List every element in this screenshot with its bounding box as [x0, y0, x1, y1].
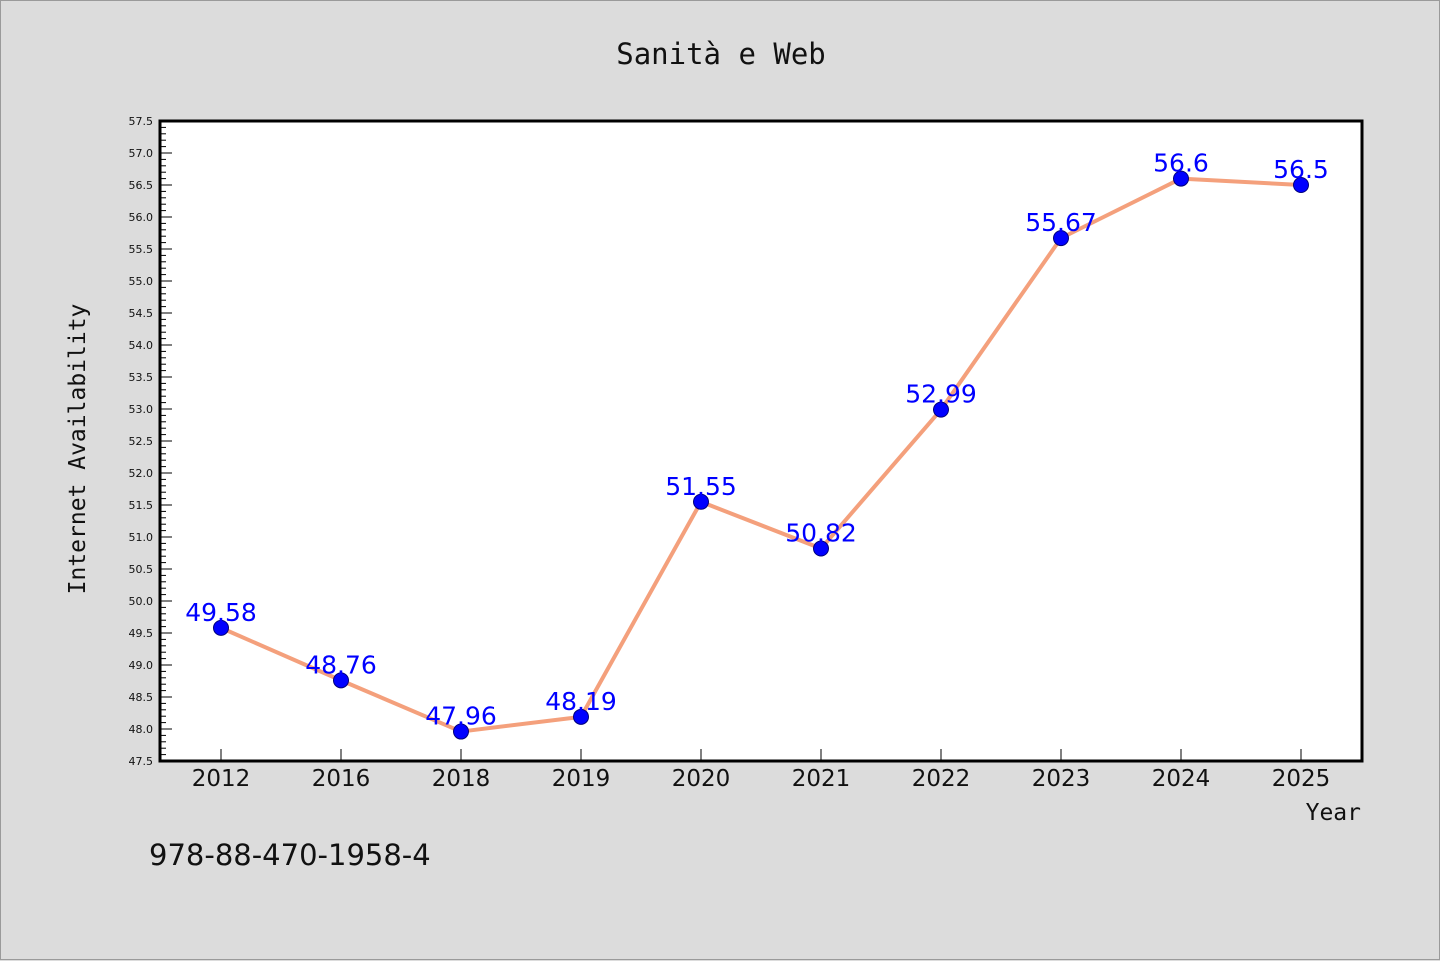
y-tick-label: 48.5 [129, 691, 154, 704]
y-tick-label: 56.5 [129, 179, 154, 192]
data-label: 55.67 [1025, 208, 1097, 237]
y-tick-label: 50.5 [129, 563, 154, 576]
data-label: 48.76 [305, 650, 377, 679]
y-tick-label: 55.0 [129, 275, 154, 288]
data-point [1053, 230, 1069, 247]
x-tick-label: 2020 [672, 766, 731, 792]
x-axis: 2012 2016 2018 2019 2020 2021 2022 2023 2024 2025 [192, 749, 1331, 792]
y-tick-label: 49.5 [129, 627, 154, 640]
y-tick-label: 54.0 [129, 339, 154, 352]
y-tick-label: 51.5 [129, 499, 154, 512]
data-label: 56.6 [1153, 149, 1209, 178]
chart-title: Sanità e Web [616, 37, 826, 71]
data-label: 52.99 [905, 380, 977, 409]
data-point [693, 493, 709, 510]
y-tick-label: 47.5 [129, 755, 154, 768]
data-label: 47.96 [425, 702, 497, 731]
x-tick-label: 2016 [312, 766, 371, 792]
x-axis-label: Year [1306, 800, 1361, 826]
y-tick-label: 57.0 [129, 147, 154, 160]
plot-area [158, 119, 1364, 763]
x-tick-label: 2024 [1152, 766, 1211, 792]
series-group: 49.58 48.76 47.96 48.19 51.55 50.82 52.99 55.67… [185, 149, 1329, 740]
x-tick-label: 2022 [912, 766, 971, 792]
y-tick-label: 55.5 [129, 243, 154, 256]
data-label: 49.58 [185, 598, 257, 627]
x-tick-label: 2025 [1272, 766, 1331, 792]
data-label: 48.19 [545, 687, 617, 716]
y-axis: 47.5 48.0 48.5 49.0 49.5 50.0 50.5 51.0 51.5 52.0… [129, 115, 172, 768]
y-tick-label: 53.5 [129, 371, 154, 384]
y-tick-label: 53.0 [129, 403, 154, 416]
x-tick-label: 2012 [192, 766, 251, 792]
y-tick-label: 56.0 [129, 211, 154, 224]
data-point [813, 540, 829, 557]
data-point [1173, 170, 1189, 187]
data-point [453, 723, 469, 740]
y-tick-label: 54.5 [129, 307, 154, 320]
data-point [933, 401, 949, 418]
data-point [1293, 177, 1309, 193]
y-tick-label: 50.0 [129, 595, 154, 608]
y-axis-label: Internet Availability [65, 304, 91, 595]
x-tick-label: 2019 [552, 766, 611, 792]
x-tick-label: 2021 [792, 766, 851, 792]
data-label: 51.55 [665, 472, 737, 501]
data-label: 50.82 [785, 519, 857, 548]
y-tick-label: 57.5 [129, 115, 154, 128]
data-label: 56.5 [1273, 155, 1329, 184]
series-line [220, 176, 1302, 734]
data-point [573, 708, 589, 725]
x-tick-label: 2018 [432, 766, 491, 792]
footer-text: 978-88-470-1958-4 [149, 838, 431, 872]
y-tick-label: 51.0 [129, 531, 154, 544]
y-tick-label: 52.0 [129, 467, 154, 480]
y-tick-label: 48.0 [129, 723, 154, 736]
x-tick-label: 2023 [1032, 766, 1091, 792]
data-point [333, 672, 349, 689]
data-point [213, 619, 229, 636]
y-tick-label: 52.5 [129, 435, 154, 448]
y-tick-label: 49.0 [129, 659, 154, 672]
